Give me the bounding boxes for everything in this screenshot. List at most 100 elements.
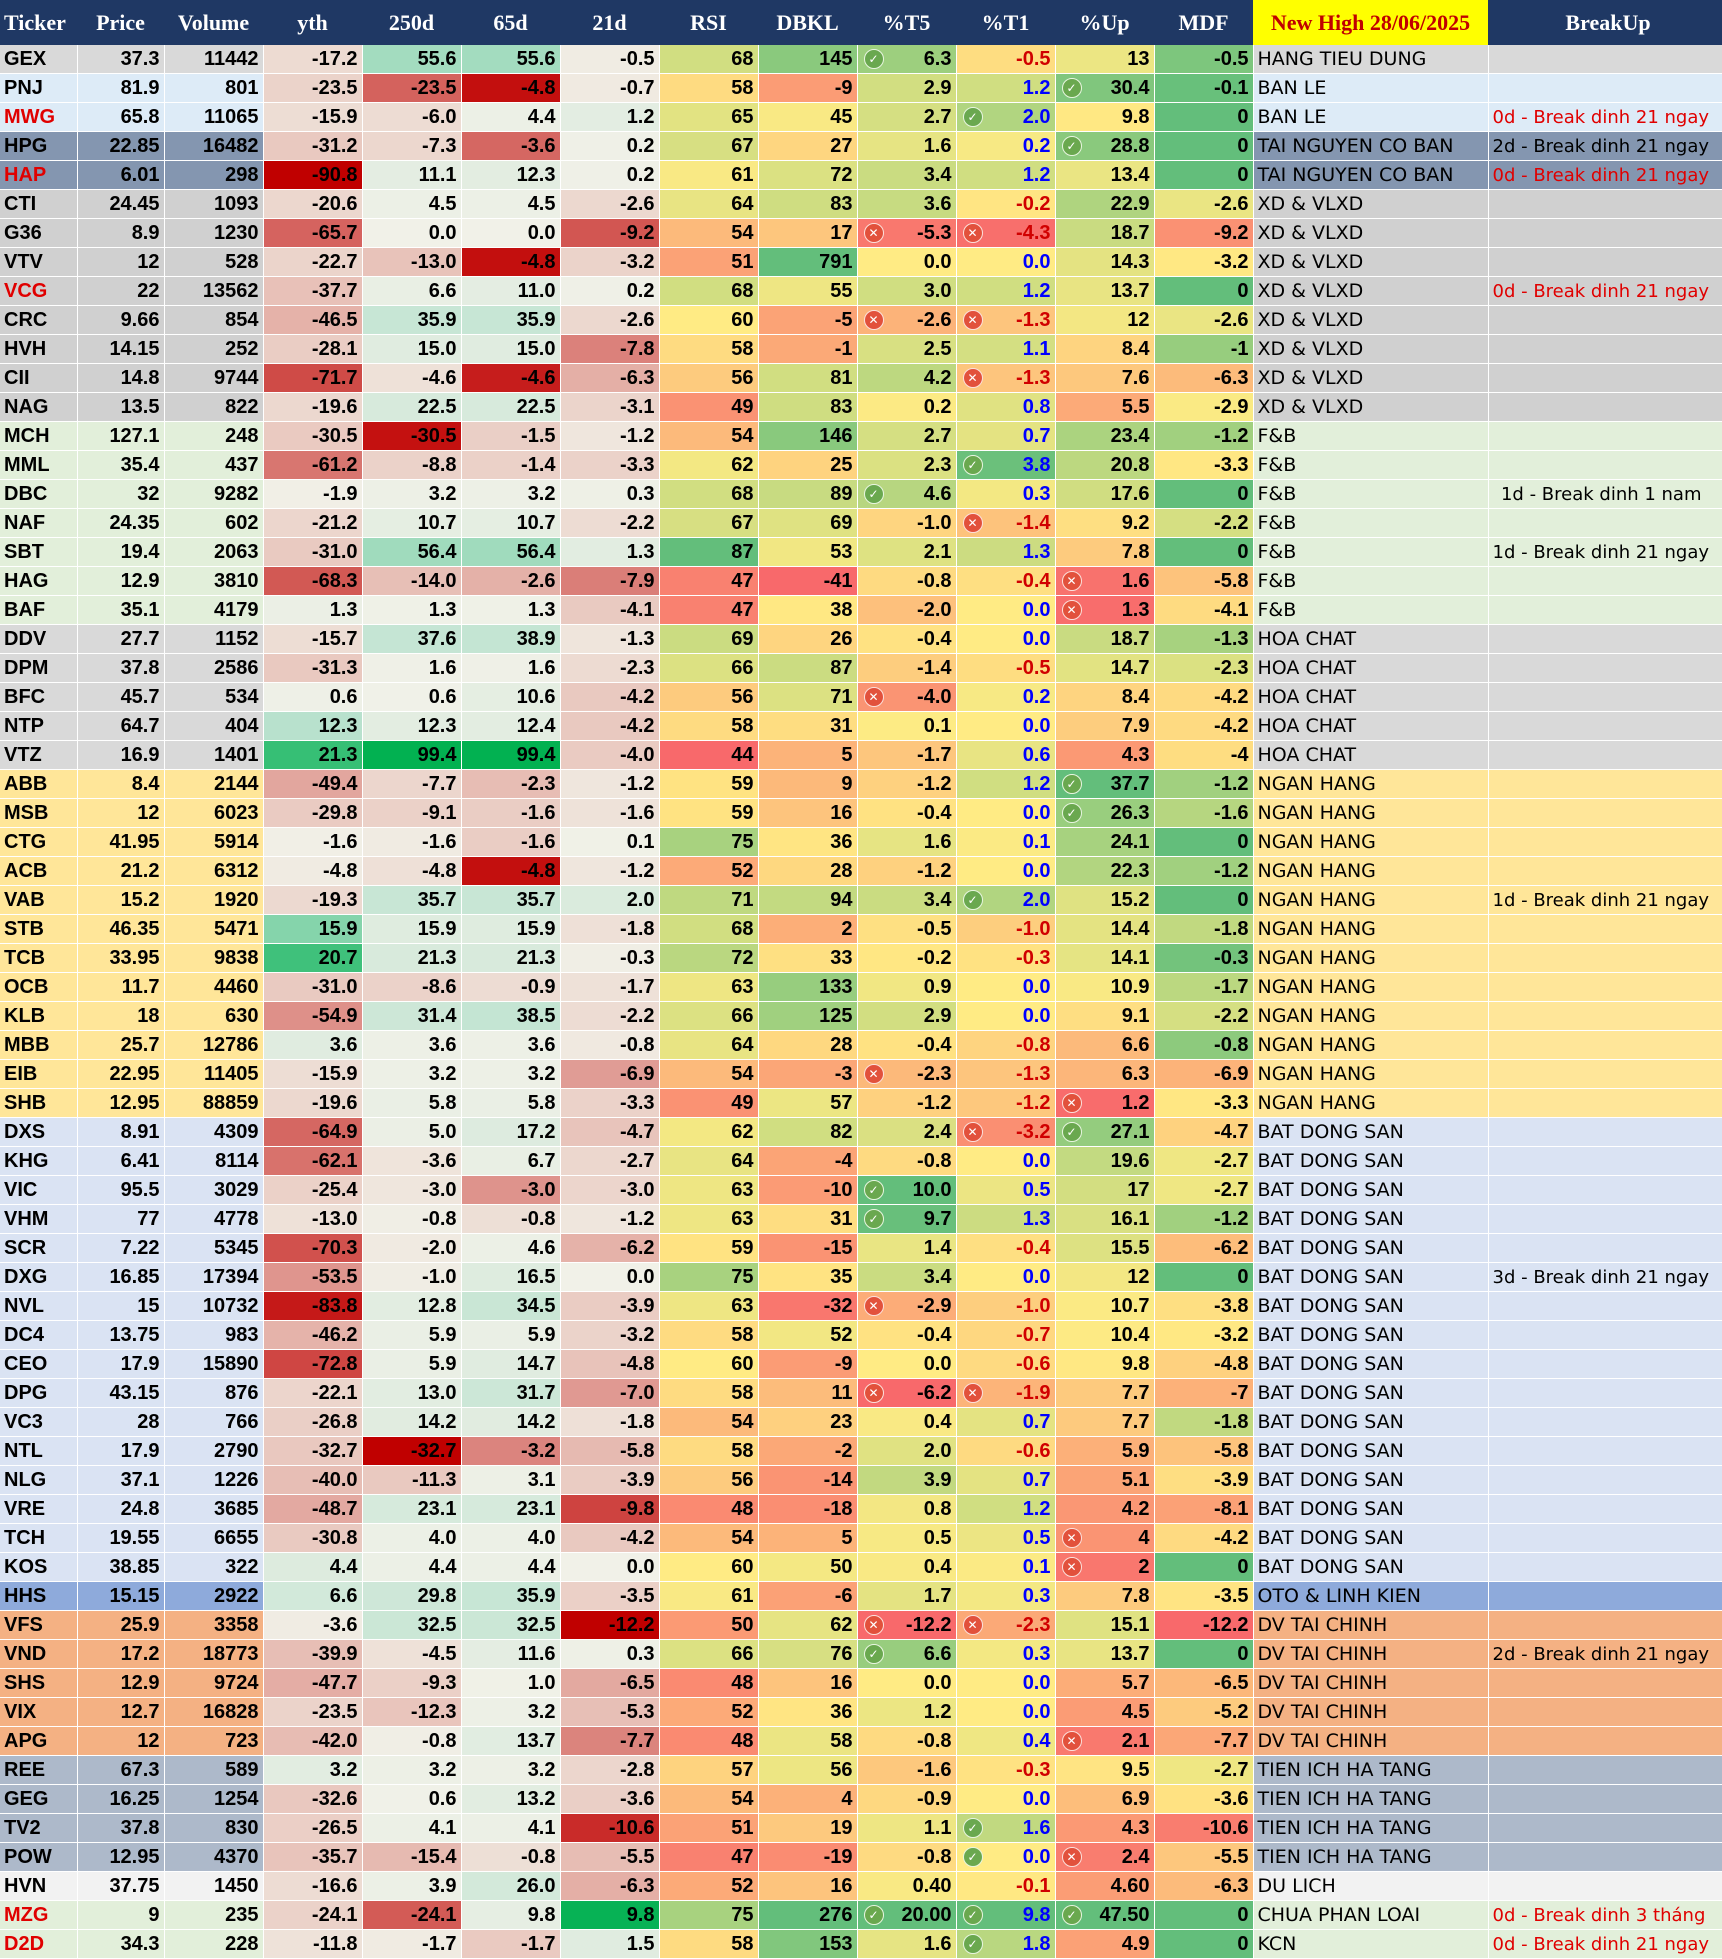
sector-cell[interactable]: HOA CHAT [1253,711,1489,741]
breakup-cell[interactable] [1488,1755,1722,1785]
d65-cell[interactable]: 3.6 [461,1030,561,1060]
up-cell[interactable]: 17.6 [1055,479,1155,509]
up-cell[interactable]: 18.7 [1055,218,1155,248]
sector-cell[interactable]: HOA CHAT [1253,653,1489,683]
d21-cell[interactable]: -7.0 [560,1378,660,1408]
price-cell[interactable]: 22 [77,276,165,306]
t1-cell[interactable]: ✕ -3.2 [956,1117,1056,1147]
mdf-cell[interactable]: 0 [1154,537,1254,567]
t5-cell[interactable]: 3.6 [857,189,957,219]
mdf-cell[interactable]: 0 [1154,102,1254,132]
d250-cell[interactable]: 0.6 [362,682,462,712]
volume-cell[interactable]: 12786 [164,1030,264,1060]
mdf-cell[interactable]: 0 [1154,276,1254,306]
up-cell[interactable]: ✓ 28.8 [1055,131,1155,161]
table-row[interactable]: CTI 24.45 1093 -20.6 4.5 4.5 -2.6 64 83 3.6 -0.2 22… [0,189,1722,219]
up-cell[interactable]: 8.4 [1055,682,1155,712]
t1-cell[interactable]: ✓ 9.8 [956,1900,1056,1930]
header-mdf[interactable]: MDF [1154,0,1253,45]
mdf-cell[interactable]: -3.5 [1154,1581,1254,1611]
sector-cell[interactable]: BAT DONG SAN [1253,1465,1489,1495]
ticker-cell[interactable]: TV2 [0,1813,78,1843]
d21-cell[interactable]: -0.5 [560,45,660,74]
d250-cell[interactable]: 99.4 [362,740,462,770]
breakup-cell[interactable] [1488,1088,1722,1118]
price-cell[interactable]: 14.15 [77,334,165,364]
yth-cell[interactable]: 4.4 [263,1552,363,1582]
d21-cell[interactable]: -5.8 [560,1436,660,1466]
d65-cell[interactable]: -1.5 [461,421,561,451]
rsi-cell[interactable]: 58 [659,1436,759,1466]
d250-cell[interactable]: -9.1 [362,798,462,828]
mdf-cell[interactable]: -12.2 [1154,1610,1254,1640]
d250-cell[interactable]: 56.4 [362,537,462,567]
volume-cell[interactable]: 13562 [164,276,264,306]
d65-cell[interactable]: 11.6 [461,1639,561,1669]
header-65d[interactable]: 65d [461,0,560,45]
table-row[interactable]: VCG 22 13562 -37.7 6.6 11.0 0.2 68 55 3.0 1.2 13.7 0… [0,276,1722,306]
sector-cell[interactable]: BAN LE [1253,102,1489,132]
d65-cell[interactable]: -2.6 [461,566,561,596]
sector-cell[interactable]: NGAN HANG [1253,1030,1489,1060]
price-cell[interactable]: 37.8 [77,653,165,683]
price-cell[interactable]: 22.95 [77,1059,165,1089]
dbkl-cell[interactable]: 69 [758,508,858,538]
sector-cell[interactable]: TIEN ICH HA TANG [1253,1784,1489,1814]
d65-cell[interactable]: -4.8 [461,856,561,886]
ticker-cell[interactable]: BFC [0,682,78,712]
price-cell[interactable]: 17.9 [77,1349,165,1379]
ticker-cell[interactable]: NLG [0,1465,78,1495]
t1-cell[interactable]: ✕ -1.3 [956,363,1056,393]
sector-cell[interactable]: XD & VLXD [1253,247,1489,277]
mdf-cell[interactable]: -1.2 [1154,1204,1254,1234]
mdf-cell[interactable]: -2.7 [1154,1175,1254,1205]
up-cell[interactable]: 5.9 [1055,1436,1155,1466]
d250-cell[interactable]: 4.4 [362,1552,462,1582]
mdf-cell[interactable]: -2.6 [1154,189,1254,219]
rsi-cell[interactable]: 63 [659,972,759,1002]
up-cell[interactable]: 9.8 [1055,102,1155,132]
dbkl-cell[interactable]: 28 [758,856,858,886]
d250-cell[interactable]: -1.7 [362,1929,462,1959]
d65-cell[interactable]: 32.5 [461,1610,561,1640]
mdf-cell[interactable]: -2.9 [1154,392,1254,422]
t5-cell[interactable]: 0.0 [857,247,957,277]
table-row[interactable]: DXS 8.91 4309 -64.9 5.0 17.2 -4.7 62 82 2.4 ✕ -3.2 ✓… [0,1117,1722,1147]
sector-cell[interactable]: NGAN HANG [1253,1088,1489,1118]
breakup-cell[interactable] [1488,1175,1722,1205]
d21-cell[interactable]: -2.2 [560,508,660,538]
ticker-cell[interactable]: SCR [0,1233,78,1263]
mdf-cell[interactable]: -9.2 [1154,218,1254,248]
price-cell[interactable]: 11.7 [77,972,165,1002]
volume-cell[interactable]: 88859 [164,1088,264,1118]
volume-cell[interactable]: 404 [164,711,264,741]
sector-cell[interactable]: HOA CHAT [1253,740,1489,770]
dbkl-cell[interactable]: -15 [758,1233,858,1263]
table-row[interactable]: NAG 13.5 822 -19.6 22.5 22.5 -3.1 49 83 0.2 0.8 5.5… [0,392,1722,422]
sector-cell[interactable]: XD & VLXD [1253,189,1489,219]
ticker-cell[interactable]: REE [0,1755,78,1785]
breakup-cell[interactable] [1488,1407,1722,1437]
volume-cell[interactable]: 2922 [164,1581,264,1611]
breakup-cell[interactable]: 0d - Break dinh 3 tháng [1488,1900,1722,1930]
sector-cell[interactable]: NGAN HANG [1253,856,1489,886]
d65-cell[interactable]: 0.0 [461,218,561,248]
mdf-cell[interactable]: -5.8 [1154,566,1254,596]
d250-cell[interactable]: -7.7 [362,769,462,799]
d250-cell[interactable]: -12.3 [362,1697,462,1727]
table-row[interactable]: VHM 77 4778 -13.0 -0.8 -0.8 -1.2 63 31 ✓ 9.7 1.3 16.… [0,1204,1722,1234]
d250-cell[interactable]: 32.5 [362,1610,462,1640]
breakup-cell[interactable] [1488,624,1722,654]
up-cell[interactable]: 6.6 [1055,1030,1155,1060]
t5-cell[interactable]: 2.7 [857,102,957,132]
rsi-cell[interactable]: 71 [659,885,759,915]
table-row[interactable]: TV2 37.8 830 -26.5 4.1 4.1 -10.6 51 19 1.1 ✓ 1.6 4.3… [0,1813,1722,1843]
mdf-cell[interactable]: -4.1 [1154,595,1254,625]
ticker-cell[interactable]: BAF [0,595,78,625]
d250-cell[interactable]: -32.7 [362,1436,462,1466]
d21-cell[interactable]: -0.8 [560,1030,660,1060]
breakup-cell[interactable] [1488,421,1722,451]
t5-cell[interactable]: 0.2 [857,392,957,422]
ticker-cell[interactable]: DBC [0,479,78,509]
header-250d[interactable]: 250d [362,0,461,45]
